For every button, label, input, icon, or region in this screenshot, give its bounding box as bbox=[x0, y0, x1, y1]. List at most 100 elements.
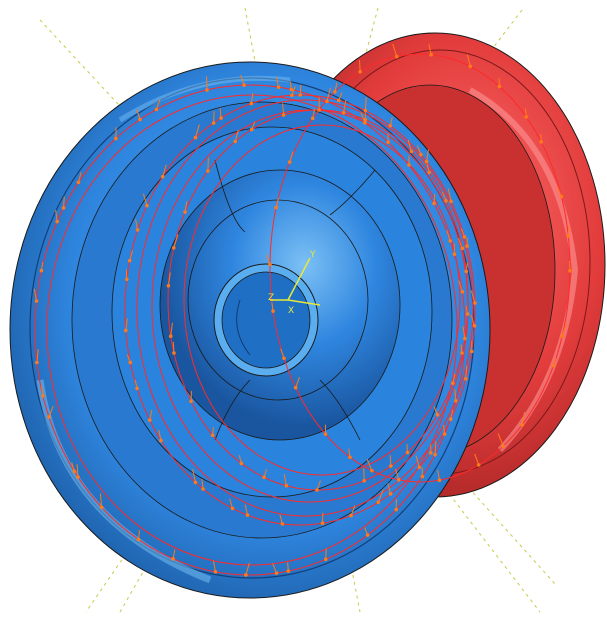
load-point bbox=[289, 87, 294, 92]
load-point bbox=[420, 474, 425, 479]
load-point bbox=[239, 461, 244, 466]
load-point bbox=[249, 101, 254, 106]
load-point bbox=[460, 290, 465, 294]
load-point bbox=[72, 469, 77, 474]
triad-y-axis bbox=[287, 257, 311, 301]
load-point bbox=[460, 351, 464, 355]
load-point bbox=[276, 85, 281, 89]
load-point bbox=[566, 234, 571, 238]
load-point bbox=[407, 163, 411, 167]
load-point bbox=[465, 244, 469, 248]
load-arrow bbox=[282, 103, 285, 116]
load-point bbox=[39, 268, 44, 273]
load-arrow bbox=[394, 468, 400, 480]
load-arrow bbox=[170, 322, 173, 337]
load-arrow bbox=[470, 290, 476, 304]
load-point bbox=[159, 438, 163, 443]
load-point bbox=[472, 324, 477, 328]
load-arrow bbox=[377, 489, 384, 503]
load-arrow bbox=[184, 201, 188, 213]
load-point bbox=[376, 500, 381, 505]
load-point bbox=[348, 455, 352, 460]
load-point bbox=[551, 363, 556, 368]
load-point bbox=[396, 478, 401, 482]
load-arrow bbox=[366, 459, 373, 471]
triad-x-axis bbox=[287, 299, 321, 306]
load-point bbox=[41, 394, 45, 398]
load-point bbox=[427, 170, 431, 175]
load-point bbox=[135, 386, 139, 391]
load-point bbox=[452, 252, 457, 257]
load-point bbox=[462, 235, 467, 239]
load-arrow bbox=[283, 474, 287, 486]
load-point bbox=[172, 351, 176, 355]
load-point bbox=[280, 522, 285, 526]
load-point bbox=[433, 452, 437, 457]
load-arrow bbox=[213, 111, 215, 124]
load-point bbox=[370, 468, 374, 473]
load-point bbox=[468, 64, 473, 69]
load-point bbox=[249, 127, 254, 132]
load-point bbox=[168, 334, 173, 338]
load-arrow bbox=[462, 326, 466, 339]
load-point bbox=[325, 99, 329, 104]
load-point bbox=[363, 117, 368, 122]
load-point bbox=[160, 174, 165, 179]
load-arrow bbox=[454, 389, 457, 401]
load-point bbox=[362, 478, 366, 483]
load-point bbox=[394, 507, 399, 512]
load-arrow bbox=[426, 149, 429, 162]
load-point bbox=[454, 399, 458, 403]
load-point bbox=[389, 464, 393, 468]
load-arrow bbox=[33, 288, 38, 302]
load-point bbox=[451, 381, 455, 386]
load-point bbox=[448, 239, 453, 243]
load-point bbox=[449, 199, 453, 204]
load-point bbox=[409, 149, 414, 154]
load-point bbox=[166, 283, 171, 288]
load-point bbox=[193, 135, 198, 140]
load-arrow bbox=[434, 441, 437, 455]
load-arrow bbox=[447, 188, 452, 202]
load-point bbox=[154, 107, 159, 112]
load-arrow-field bbox=[33, 43, 572, 577]
load-arrow bbox=[55, 209, 58, 222]
load-point bbox=[349, 513, 353, 518]
load-point bbox=[171, 556, 175, 561]
load-point bbox=[419, 152, 423, 157]
load-point bbox=[465, 312, 470, 316]
load-point bbox=[201, 487, 205, 491]
load-point bbox=[244, 573, 248, 577]
load-point bbox=[310, 116, 315, 121]
load-point bbox=[298, 93, 302, 97]
load-point bbox=[128, 360, 133, 365]
load-point bbox=[429, 52, 433, 57]
load-arrow bbox=[192, 469, 196, 483]
front-wheel-half[interactable] bbox=[9, 61, 491, 599]
load-point bbox=[469, 349, 474, 354]
load-point bbox=[442, 432, 447, 436]
load-arrow bbox=[125, 318, 128, 331]
load-point bbox=[206, 169, 210, 173]
load-arrow bbox=[343, 99, 347, 113]
load-arrow bbox=[48, 405, 54, 418]
load-arrow bbox=[158, 429, 162, 441]
load-point bbox=[520, 423, 524, 427]
load-point bbox=[124, 277, 129, 282]
load-point bbox=[448, 417, 453, 422]
load-point bbox=[394, 54, 399, 59]
load-point bbox=[145, 203, 149, 208]
load-arrow bbox=[387, 483, 392, 495]
load-point bbox=[320, 521, 325, 526]
load-point bbox=[333, 89, 337, 94]
load-arrow bbox=[407, 139, 412, 152]
load-point bbox=[444, 199, 448, 203]
load-point bbox=[568, 269, 572, 273]
load-point bbox=[135, 228, 140, 232]
triad-x-label: X bbox=[288, 306, 294, 316]
load-point bbox=[35, 360, 39, 365]
load-arrow bbox=[465, 365, 468, 379]
load-point bbox=[476, 463, 481, 467]
